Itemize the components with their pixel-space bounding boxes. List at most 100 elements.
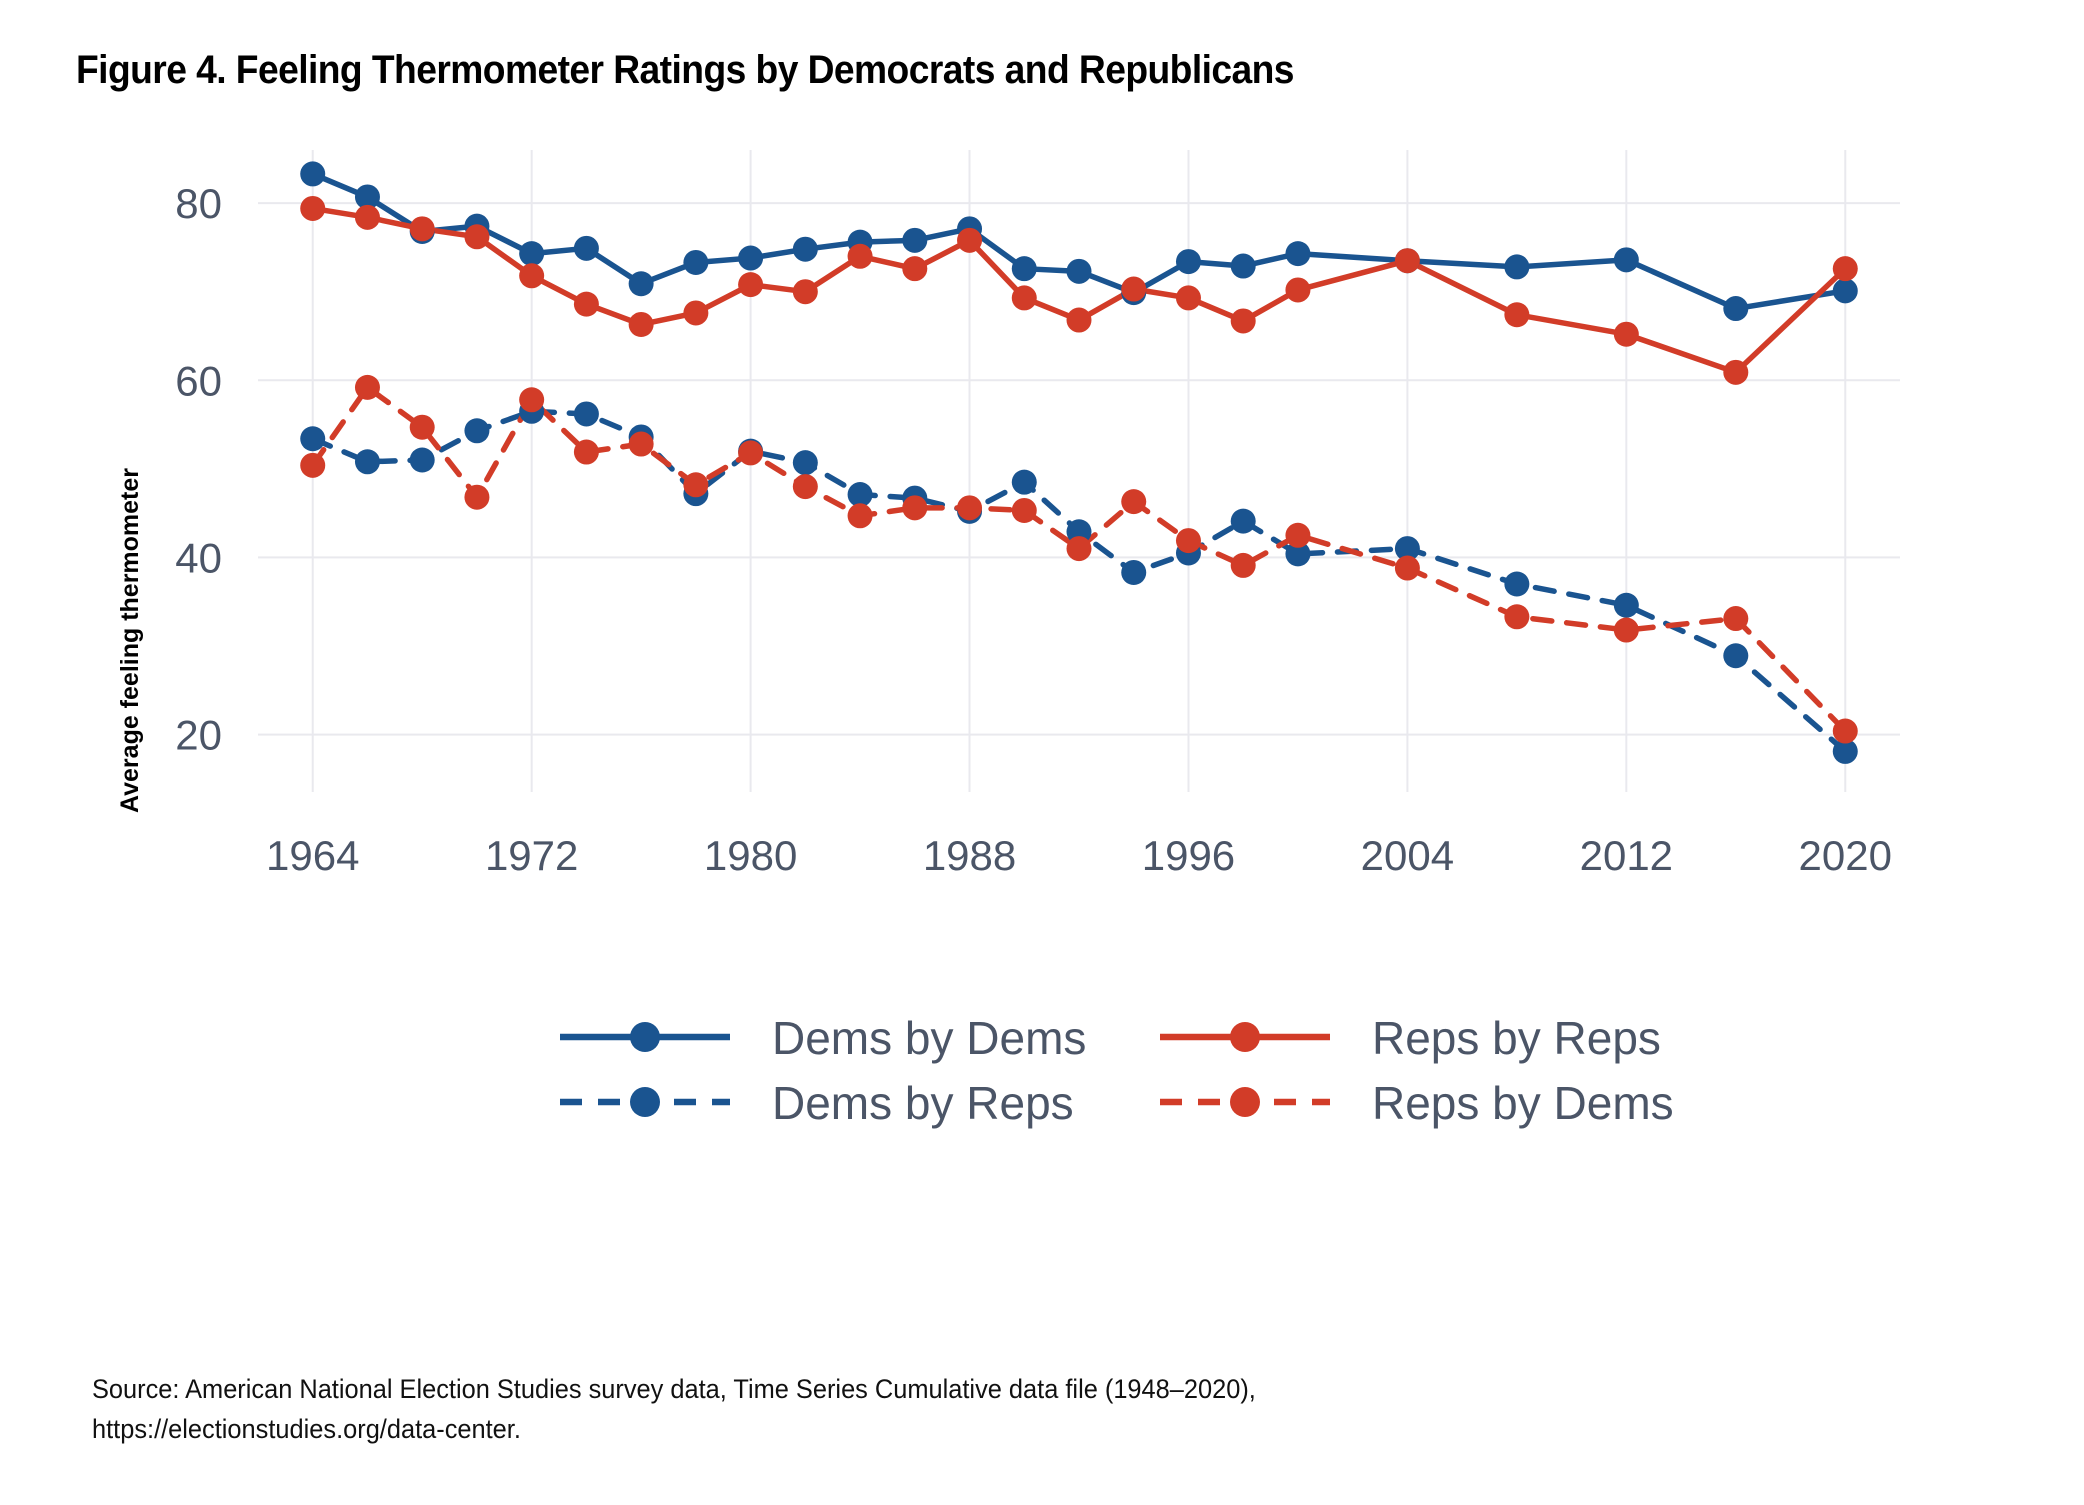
data-point-marker — [957, 227, 983, 253]
data-point-marker — [519, 263, 545, 289]
data-point-marker — [1613, 321, 1639, 347]
data-point-marker — [464, 224, 490, 250]
data-point-marker — [1504, 604, 1530, 630]
data-point-marker — [1175, 249, 1201, 275]
data-point-marker — [1832, 718, 1858, 744]
data-point-marker — [847, 482, 873, 508]
data-point-marker — [573, 439, 599, 465]
x-tick-label: 1980 — [704, 832, 797, 879]
y-axis-label: Average feeling thermometer — [116, 467, 144, 813]
data-point-marker — [1832, 278, 1858, 304]
data-point-marker — [300, 195, 326, 221]
data-point-marker — [354, 449, 380, 475]
x-tick-label: 1996 — [1142, 832, 1235, 879]
series-layer — [300, 161, 1858, 764]
data-point-marker — [300, 161, 326, 187]
data-point-marker — [628, 271, 654, 297]
data-point-marker — [792, 450, 818, 476]
legend-label: Reps by Dems — [1372, 1077, 1674, 1129]
data-point-marker — [738, 245, 764, 271]
data-point-marker — [683, 249, 709, 275]
legend-marker-swatch — [1230, 1087, 1260, 1117]
data-point-marker — [354, 184, 380, 210]
y-tick-label: 40 — [175, 534, 222, 581]
data-point-marker — [902, 256, 928, 282]
series-line-dems-by-reps — [309, 408, 1849, 755]
data-point-marker — [1066, 307, 1092, 333]
data-point-marker — [300, 452, 326, 478]
data-point-marker — [1285, 241, 1311, 267]
data-point-marker — [628, 431, 654, 457]
legend-item-dems-by-dems[interactable]: Dems by Dems — [560, 1012, 1086, 1064]
legend-label: Dems by Dems — [772, 1012, 1086, 1064]
data-point-marker — [1285, 277, 1311, 303]
figure-title: Figure 4. Feeling Thermometer Ratings by… — [76, 48, 1294, 92]
x-tick-label: 2012 — [1580, 832, 1673, 879]
legend-item-dems-by-reps[interactable]: Dems by Reps — [560, 1077, 1074, 1129]
y-tick-label: 80 — [175, 180, 222, 227]
data-point-marker — [683, 300, 709, 326]
data-point-marker — [464, 484, 490, 510]
data-point-marker — [1230, 253, 1256, 279]
data-point-marker — [1613, 247, 1639, 273]
x-tick-label: 2020 — [1799, 832, 1892, 879]
data-point-marker — [847, 503, 873, 529]
data-point-marker — [409, 414, 435, 440]
data-point-marker — [738, 272, 764, 298]
data-point-marker — [1723, 296, 1749, 322]
data-point-marker — [409, 216, 435, 242]
legend-item-reps-by-reps[interactable]: Reps by Reps — [1160, 1012, 1661, 1064]
data-point-marker — [354, 374, 380, 400]
feeling-thermometer-line-chart: 20 40 60 80 1964 1972 1980 1988 1996 2004 2012 202… — [175, 150, 1900, 1129]
data-point-marker — [1011, 285, 1037, 311]
data-point-marker — [1230, 308, 1256, 334]
data-point-marker — [902, 495, 928, 521]
data-point-marker — [1723, 606, 1749, 632]
series-line-reps-by-reps — [309, 205, 1849, 376]
data-point-marker — [683, 472, 709, 498]
data-point-marker — [1832, 256, 1858, 282]
data-point-marker — [1723, 643, 1749, 669]
data-point-marker — [792, 474, 818, 500]
data-point-marker — [628, 311, 654, 337]
legend-label: Dems by Reps — [772, 1077, 1074, 1129]
data-point-marker — [1832, 738, 1858, 764]
x-tick-label: 2004 — [1361, 832, 1454, 879]
source-note: Source: American National Election Studi… — [92, 1370, 1690, 1450]
data-point-marker — [1066, 536, 1092, 562]
data-point-marker — [1613, 617, 1639, 643]
legend-marker-swatch — [630, 1022, 660, 1052]
source-line-1: Source: American National Election Studi… — [92, 1374, 1256, 1404]
data-point-marker — [573, 401, 599, 427]
y-axis-tick-labels: 20 40 60 80 — [175, 180, 222, 758]
data-point-marker — [1285, 541, 1311, 567]
data-point-marker — [519, 387, 545, 413]
data-point-marker — [1723, 359, 1749, 385]
x-tick-label: 1964 — [266, 832, 359, 879]
data-point-marker — [1230, 508, 1256, 534]
data-point-marker — [1504, 571, 1530, 597]
gridlines — [258, 150, 1900, 792]
data-point-marker — [738, 440, 764, 466]
data-point-marker — [1121, 276, 1147, 302]
data-point-marker — [409, 447, 435, 473]
data-point-marker — [1121, 559, 1147, 585]
data-point-marker — [1285, 522, 1311, 548]
data-point-marker — [957, 495, 983, 521]
x-tick-label: 1988 — [923, 832, 1016, 879]
legend-item-reps-by-dems[interactable]: Reps by Dems — [1160, 1077, 1674, 1129]
legend-label: Reps by Reps — [1372, 1012, 1661, 1064]
data-point-marker — [1011, 497, 1037, 523]
x-axis-tick-labels: 1964 1972 1980 1988 1996 2004 2012 2020 — [266, 832, 1892, 879]
chart-legend: Dems by Dems Reps by Reps Dems by Reps Reps… — [560, 1012, 1674, 1129]
data-point-marker — [300, 426, 326, 452]
data-point-marker — [519, 241, 545, 267]
data-point-marker — [902, 227, 928, 253]
data-point-marker — [1504, 254, 1530, 280]
data-point-marker — [792, 279, 818, 305]
x-tick-label: 1972 — [485, 832, 578, 879]
data-point-marker — [1011, 256, 1037, 282]
data-point-marker — [1394, 555, 1420, 581]
data-point-marker — [1011, 469, 1037, 495]
legend-marker-swatch — [1230, 1022, 1260, 1052]
